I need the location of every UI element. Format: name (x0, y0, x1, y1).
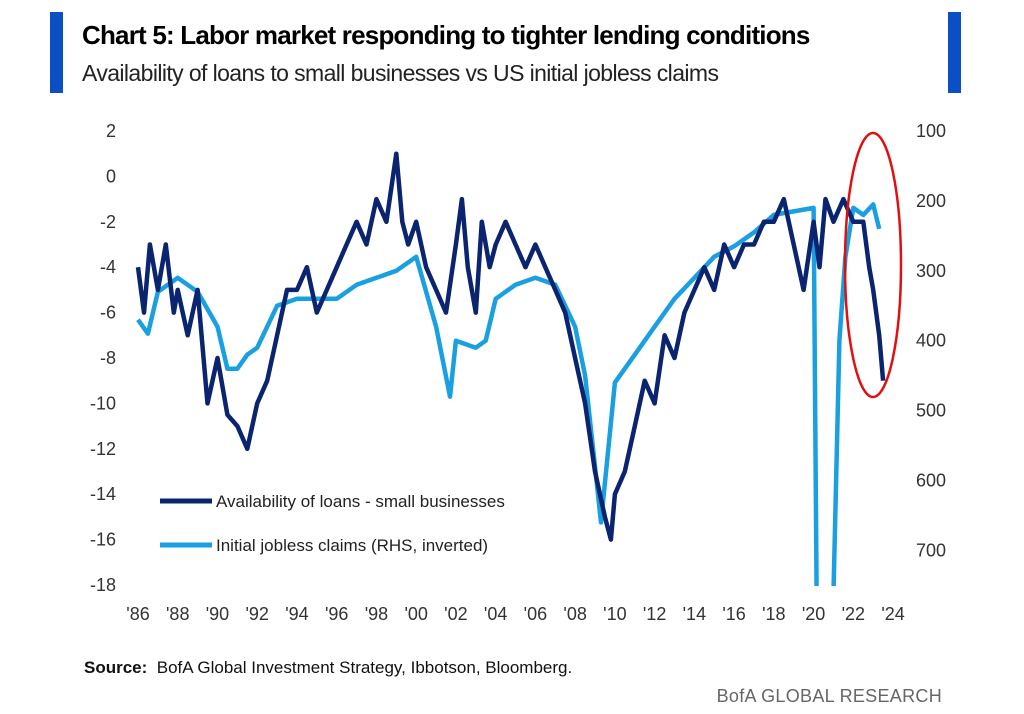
x-tick-label: '16 (722, 604, 745, 624)
y-tick-label: 2 (106, 121, 116, 141)
x-tick-label: '98 (365, 604, 388, 624)
x-tick-label: '90 (206, 604, 229, 624)
accent-bar-left (50, 12, 63, 93)
x-tick-label: '06 (524, 604, 547, 624)
x-tick-label: '92 (245, 604, 268, 624)
x-tick-label: '88 (166, 604, 189, 624)
x-tick-label: '22 (842, 604, 865, 624)
y-tick-label: -4 (100, 257, 116, 277)
x-tick-label: '94 (285, 604, 308, 624)
source-note: Source: BofA Global Investment Strategy,… (84, 658, 572, 678)
x-tick-label: '14 (683, 604, 706, 624)
y-tick-label: -14 (90, 484, 116, 504)
y2-tick-label: 600 (916, 471, 946, 491)
legend-label-claims: Initial jobless claims (RHS, inverted) (216, 536, 488, 555)
y-tick-label: -2 (100, 212, 116, 232)
y-tick-label: -12 (90, 439, 116, 459)
x-tick-label: '20 (802, 604, 825, 624)
y2-tick-label: 500 (916, 401, 946, 421)
x-tick-label: '12 (643, 604, 666, 624)
x-tick-label: '08 (563, 604, 586, 624)
legend: Availability of loans - small businesses… (160, 492, 505, 555)
y2-tick-label: 200 (916, 191, 946, 211)
accent-bar-right (948, 12, 961, 93)
y2-tick-label: 100 (916, 121, 946, 141)
x-tick-label: '86 (126, 604, 149, 624)
x-tick-label: '04 (484, 604, 507, 624)
y2-tick-label: 300 (916, 261, 946, 281)
source-label: Source: (84, 658, 148, 677)
chart-subtitle: Availability of loans to small businesse… (82, 60, 719, 86)
loans-line (135, 151, 886, 542)
y-tick-label: -8 (100, 348, 116, 368)
x-tick-label: '24 (881, 604, 904, 624)
highlight-ellipse (843, 131, 903, 399)
x-tick-label: '02 (444, 604, 467, 624)
y-tick-label: -16 (90, 530, 116, 550)
y-tick-label: -10 (90, 393, 116, 413)
x-tick-label: '10 (603, 604, 626, 624)
y-tick-label: 0 (106, 166, 116, 186)
chart-title: Chart 5: Labor market responding to tigh… (82, 20, 810, 50)
y2-tick-label: 400 (916, 331, 946, 351)
legend-label-loans: Availability of loans - small businesses (216, 492, 505, 511)
x-tick-label: '96 (325, 604, 348, 624)
x-tick-label: '00 (404, 604, 427, 624)
claims-line (136, 202, 882, 586)
x-tick-label: '18 (762, 604, 785, 624)
y2-tick-label: 700 (916, 540, 946, 560)
y-tick-label: -6 (100, 303, 116, 323)
brand-label: BofA GLOBAL RESEARCH (716, 686, 942, 706)
y-tick-label: -18 (90, 575, 116, 595)
source-text: BofA Global Investment Strategy, Ibbotso… (156, 658, 573, 677)
